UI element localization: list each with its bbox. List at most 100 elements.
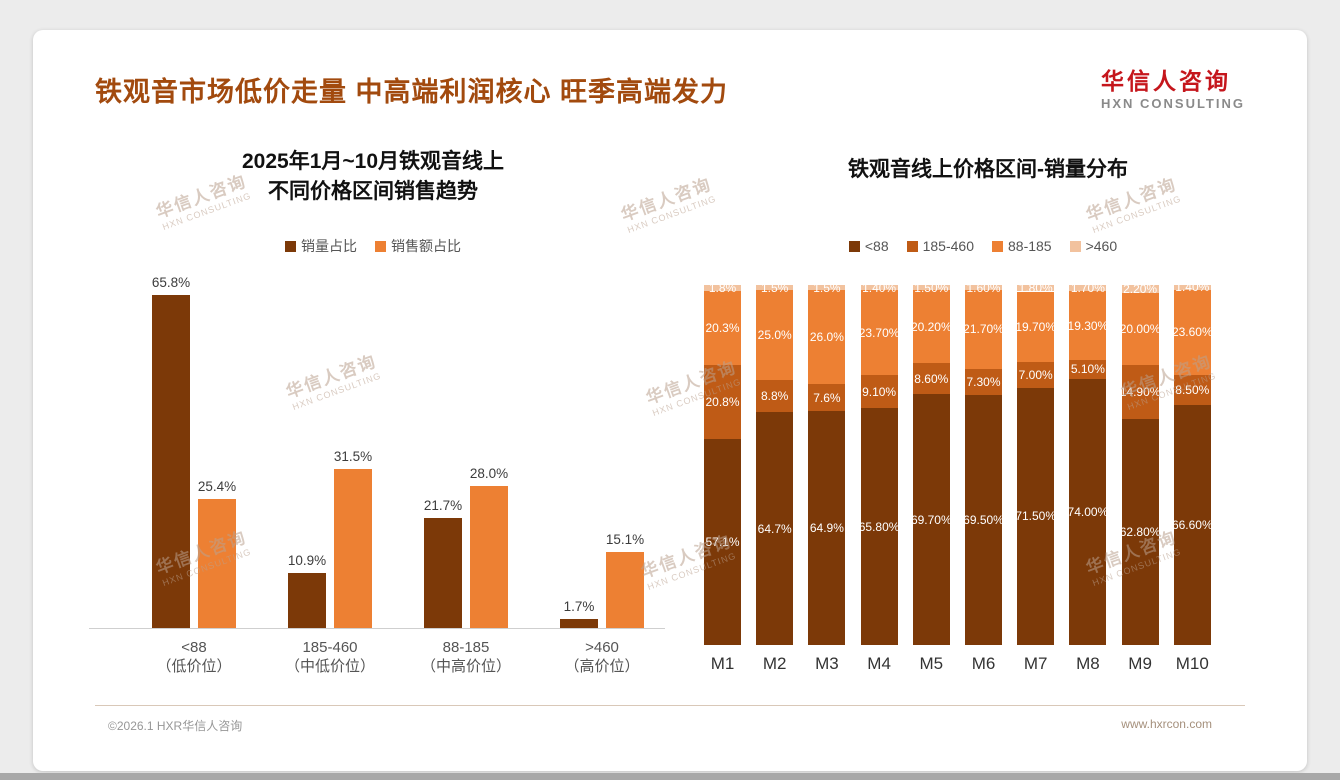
segment->460 bbox=[912, 285, 950, 291]
segment-185-460 bbox=[1121, 365, 1159, 419]
segment-value-label: 64.9% bbox=[809, 521, 844, 536]
left-chart-title-line1: 2025年1月~10月铁观音线上 bbox=[241, 150, 505, 173]
segment-88-185 bbox=[704, 291, 741, 365]
footer-divider bbox=[95, 705, 1245, 706]
segment-185-460 bbox=[1069, 360, 1107, 379]
segment-value-label: 8.8% bbox=[761, 389, 789, 404]
segment-<88 bbox=[808, 411, 846, 645]
slide: 铁观音市场低价走量 中高端利润核心 旺季高端发力 华信人咨询 HXN CONSU… bbox=[33, 30, 1307, 771]
legend-swatch-icon bbox=[848, 240, 860, 252]
segment-value-label: 1.8% bbox=[708, 281, 737, 296]
legend-item: >460 bbox=[1069, 238, 1117, 254]
segment-<88 bbox=[860, 408, 898, 645]
segment-value-label: 5.10% bbox=[1070, 362, 1105, 377]
left-chart-legend: 销量占比 销售额占比 bbox=[113, 238, 633, 254]
stacked-category-labels: M1 M2 M3 M4 M5 M6 M7 M8 M9 M10 bbox=[704, 654, 1249, 676]
category-label: M6 bbox=[971, 654, 996, 673]
segment-value-label: 64.7% bbox=[757, 521, 792, 536]
bar-销量占比 bbox=[288, 572, 326, 628]
bar-value-label: 10.9% bbox=[287, 552, 327, 568]
segment->460 bbox=[1121, 285, 1159, 294]
category-label: M8 bbox=[1076, 654, 1100, 673]
bar-value-label: 28.0% bbox=[469, 466, 509, 482]
segment-value-label: 7.30% bbox=[966, 374, 1001, 389]
legend-swatch-icon bbox=[1069, 240, 1081, 252]
category-label: M9 bbox=[1128, 654, 1152, 673]
segment-88-185 bbox=[912, 290, 950, 364]
segment-185-460 bbox=[1173, 374, 1211, 406]
bar-销量占比 bbox=[424, 518, 462, 628]
bar-销售额占比 bbox=[606, 551, 644, 628]
footer-copyright: ©2026.1 HXR华信人咨询 bbox=[108, 719, 243, 733]
segment-value-label: 65.80% bbox=[858, 519, 900, 534]
category-label: M3 bbox=[815, 654, 839, 673]
segment-value-label: 14.90% bbox=[1119, 385, 1161, 400]
bar-value-label: 1.7% bbox=[563, 599, 595, 615]
category-label: M5 bbox=[919, 654, 944, 673]
bar-销售额占比 bbox=[334, 468, 372, 628]
segment-value-label: 9.10% bbox=[862, 384, 897, 399]
bar-value-label: 15.1% bbox=[605, 531, 645, 547]
category-label: 185-460 （中低价位） bbox=[284, 639, 375, 675]
category-label: 88-185 （中高价位） bbox=[420, 639, 511, 675]
segment-185-460 bbox=[965, 368, 1002, 395]
segment-value-label: 66.60% bbox=[1171, 518, 1213, 533]
segment->460 bbox=[1173, 284, 1211, 290]
segment-value-label: 1.60% bbox=[966, 280, 1001, 295]
segment-value-label: 19.70% bbox=[1015, 319, 1057, 334]
category-label: M1 bbox=[710, 654, 735, 673]
bar-销量占比 bbox=[560, 619, 598, 628]
segment-<88 bbox=[704, 439, 741, 645]
segment-value-label: 62.80% bbox=[1119, 524, 1161, 539]
left-chart-title-line2: 不同价格区间销售趋势 bbox=[268, 180, 478, 203]
segment-88-185 bbox=[1173, 289, 1211, 375]
legend-swatch-icon bbox=[285, 240, 296, 252]
legend-label: 销量占比 bbox=[301, 238, 357, 254]
legend-label: 销售额占比 bbox=[391, 238, 461, 254]
logo-cn-text: 华信人咨询 bbox=[1100, 68, 1231, 94]
footer-website: www.hxrcon.com bbox=[1121, 717, 1212, 731]
segment-88-185 bbox=[1017, 291, 1055, 363]
segment-88-185 bbox=[756, 290, 794, 381]
segment-<88 bbox=[912, 394, 950, 645]
category-label: M7 bbox=[1023, 654, 1048, 673]
category-label: M2 bbox=[762, 654, 787, 673]
segment-value-label: 20.00% bbox=[1119, 322, 1161, 337]
grouped-bar-plot: 65.8% 25.4% 10.9% 31.5% 21.7% 28.0% 1.7% 15.1% bbox=[89, 275, 665, 628]
segment-185-460 bbox=[860, 375, 898, 409]
segment-88-185 bbox=[808, 290, 846, 384]
segment-value-label: 1.80% bbox=[1018, 281, 1053, 296]
segment-value-label: 1.40% bbox=[1175, 280, 1210, 295]
segment-value-label: 2.20% bbox=[1123, 282, 1158, 297]
segment-value-label: 7.6% bbox=[813, 390, 841, 405]
segment-88-185 bbox=[965, 290, 1002, 369]
segment-value-label: 23.70% bbox=[858, 325, 900, 340]
legend-item: <88 bbox=[848, 238, 889, 254]
logo-en-text: HXN CONSULTING bbox=[1100, 96, 1245, 111]
segment-value-label: 69.50% bbox=[963, 512, 1004, 527]
segment-value-label: 21.70% bbox=[963, 322, 1004, 337]
segment->460 bbox=[1069, 284, 1107, 291]
segment-<88 bbox=[1173, 405, 1211, 645]
legend-swatch-icon bbox=[906, 240, 918, 252]
bar-销售额占比 bbox=[198, 499, 236, 628]
segment-value-label: 71.50% bbox=[1015, 509, 1057, 524]
segment-185-460 bbox=[1017, 362, 1055, 388]
segment->460 bbox=[1017, 285, 1055, 292]
segment-value-label: 1.70% bbox=[1070, 280, 1105, 295]
segment-value-label: 26.0% bbox=[809, 330, 844, 345]
segment-value-label: 23.60% bbox=[1171, 325, 1213, 340]
segment-value-label: 57.1% bbox=[705, 535, 740, 550]
legend-label: 88-185 bbox=[1008, 238, 1052, 254]
segment-<88 bbox=[756, 412, 794, 645]
segment->460 bbox=[860, 285, 898, 291]
logo: 华信人咨询 HXN CONSULTING bbox=[1101, 68, 1245, 112]
category-label: <88 （低价位） bbox=[156, 639, 232, 675]
segment-<88 bbox=[1121, 418, 1159, 645]
legend-item: 185-460 bbox=[906, 238, 974, 254]
right-chart-legend: <88 185-460 88-185 >460 bbox=[658, 238, 1308, 254]
segment-value-label: 20.20% bbox=[910, 319, 952, 334]
segment-value-label: 1.40% bbox=[862, 280, 897, 295]
segment->460 bbox=[756, 285, 794, 291]
segment-88-185 bbox=[1121, 293, 1159, 366]
